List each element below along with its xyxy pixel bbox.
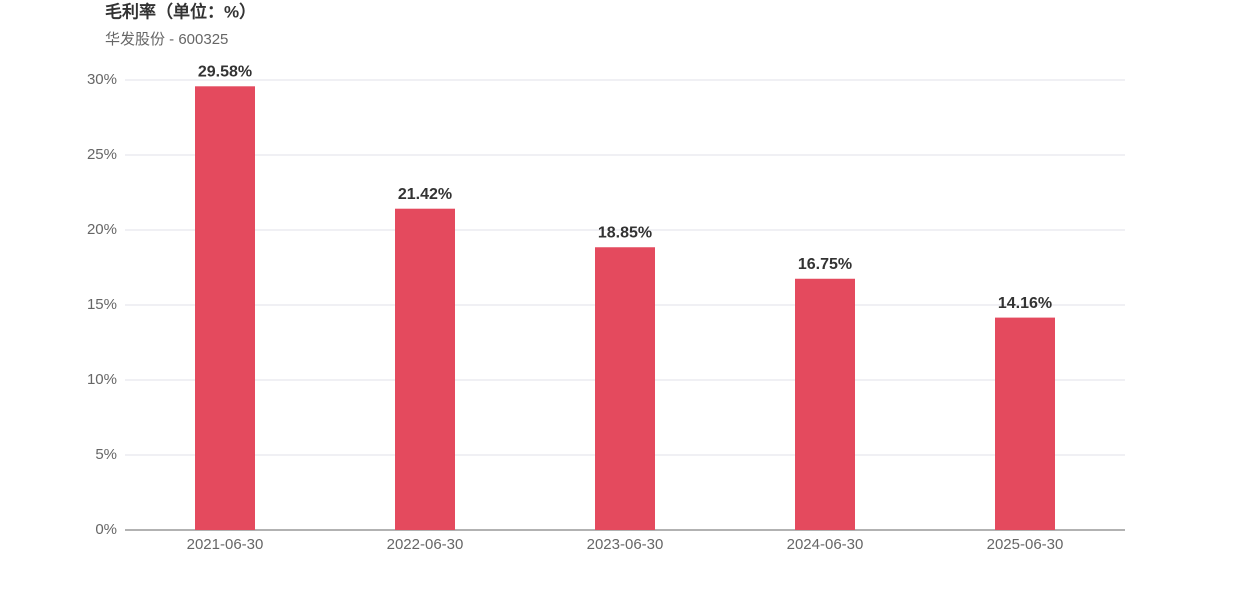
y-tick-label: 0% (95, 521, 117, 538)
bar (195, 86, 255, 531)
y-tick-label: 5% (95, 446, 117, 463)
bar (795, 278, 855, 530)
x-tick-label: 2022-06-30 (387, 536, 464, 553)
data-label: 18.85% (598, 224, 652, 241)
y-tick-label: 15% (87, 296, 117, 313)
data-label: 14.16% (998, 295, 1052, 312)
x-tick-label: 2021-06-30 (187, 536, 264, 553)
chart-title: 毛利率（单位：%） (105, 1, 256, 21)
y-tick-label: 25% (87, 146, 117, 163)
data-label: 29.58% (198, 64, 252, 81)
y-tick-label: 20% (87, 221, 117, 238)
bar (995, 317, 1055, 530)
x-tick-label: 2023-06-30 (587, 536, 664, 553)
chart-subtitle: 华发股份 - 600325 (105, 31, 228, 48)
bar (395, 208, 455, 530)
data-label: 16.75% (798, 256, 852, 273)
x-tick-label: 2024-06-30 (787, 536, 864, 553)
data-label: 21.42% (398, 186, 452, 203)
bar (595, 247, 655, 530)
x-tick-label: 2025-06-30 (987, 536, 1064, 553)
y-tick-label: 30% (87, 71, 117, 88)
y-tick-label: 10% (87, 371, 117, 388)
